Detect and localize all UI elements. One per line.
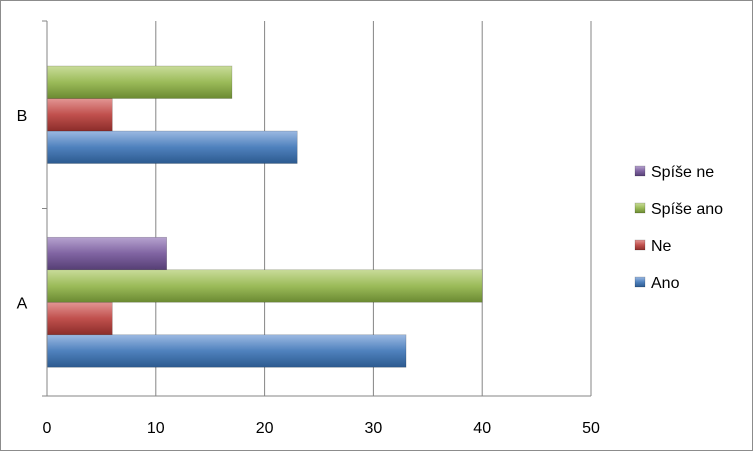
legend: Spíše ne Spíše ano Ne Ano xyxy=(634,164,723,292)
x-tick-label-50: 50 xyxy=(582,420,600,437)
legend-label-spise-ne: Spíše ne xyxy=(651,164,714,181)
x-tick-label-30: 30 xyxy=(365,420,383,437)
bar-a-spise-ano xyxy=(46,269,483,303)
legend-label-spise-ano: Spíše ano xyxy=(651,201,723,218)
bar-a-ne xyxy=(46,301,113,336)
x-tick-label-40: 40 xyxy=(473,420,491,437)
legend-swatch-ano xyxy=(634,276,646,288)
y-tick-label-a: A xyxy=(17,295,28,312)
y-tick-label-b: B xyxy=(17,108,28,125)
legend-label-ne: Ne xyxy=(651,238,672,255)
gridlines xyxy=(155,21,592,396)
bar-a-ano xyxy=(46,334,407,368)
bar-b-ne xyxy=(46,98,113,132)
axes: 0 10 20 30 40 50 A B xyxy=(17,20,600,437)
bar-a-spise-ne xyxy=(46,236,167,271)
legend-label-ano: Ano xyxy=(651,275,680,292)
bar-b-ano xyxy=(46,130,298,164)
legend-swatch-spise-ano xyxy=(634,202,646,214)
x-tick-label-0: 0 xyxy=(43,420,52,437)
x-tick-label-10: 10 xyxy=(147,420,165,437)
bars xyxy=(46,65,483,368)
bar-b-spise-ano xyxy=(46,65,233,99)
x-tick-label-20: 20 xyxy=(256,420,274,437)
legend-swatch-spise-ne xyxy=(634,165,646,177)
legend-swatch-ne xyxy=(634,239,646,251)
